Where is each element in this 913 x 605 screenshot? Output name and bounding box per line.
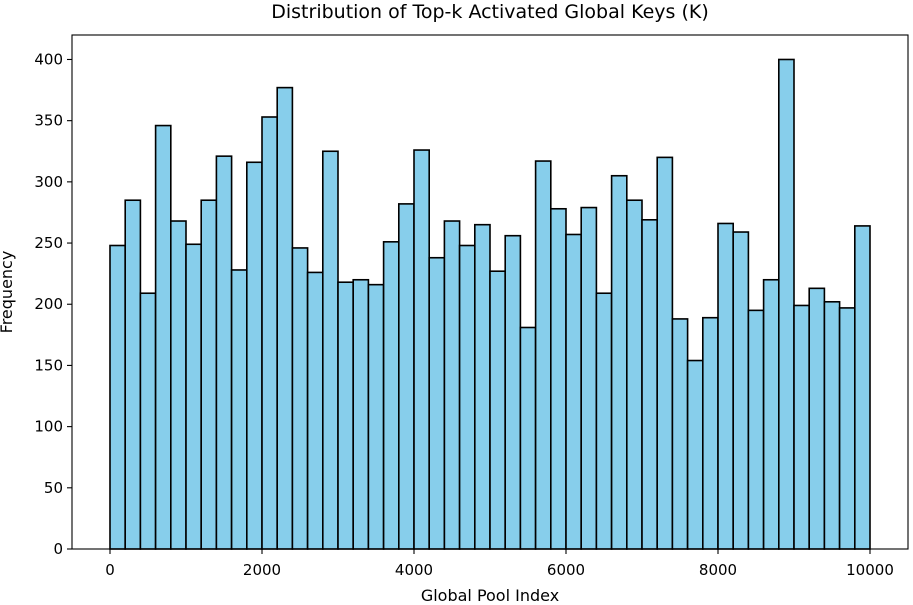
y-tick-label: 350 [34, 112, 63, 130]
histogram-bar [762, 278, 780, 550]
histogram-bar [504, 234, 522, 550]
y-tick-label: 50 [44, 479, 63, 497]
histogram-bar [246, 161, 263, 550]
y-axis-label: Frequency [0, 251, 16, 334]
histogram-bar [686, 359, 704, 550]
x-axis-label: Global Pool Index [421, 586, 559, 605]
histogram-bar [777, 58, 795, 550]
bars-layer [109, 58, 871, 550]
histogram-bar [549, 207, 567, 550]
histogram-bar [382, 241, 400, 550]
x-tick-label: 0 [105, 561, 115, 579]
histogram-bar [656, 156, 674, 550]
plot-frame [71, 34, 909, 550]
histogram-bar [170, 220, 187, 550]
histogram-bar [124, 199, 142, 550]
histogram-bar [230, 269, 248, 550]
ticks-layer: 0 2000 4000 6000 8000 10000 0 50 100 150 200 250 300… [34, 50, 894, 579]
histogram-bar [565, 233, 582, 550]
histogram-bar [823, 300, 841, 550]
y-tick-label: 400 [34, 50, 63, 68]
histogram-bar [306, 271, 324, 550]
histogram-bar [109, 244, 126, 550]
y-tick-label: 200 [34, 295, 63, 313]
histogram-bar [808, 287, 826, 550]
histogram-bar [185, 243, 202, 550]
histogram-bar [413, 149, 430, 550]
chart-title: Distribution of Top-k Activated Global K… [271, 1, 708, 23]
histogram-bar [641, 219, 658, 550]
histogram-bar [458, 244, 476, 550]
histogram-bar [625, 199, 643, 550]
histogram-bar [701, 316, 719, 550]
histogram-bar [200, 199, 218, 550]
histogram-bar [276, 86, 294, 550]
histogram-bar [321, 150, 339, 550]
histogram-bar [154, 124, 172, 550]
histogram-bar [747, 309, 765, 550]
histogram-bar [519, 326, 537, 550]
histogram-bar [793, 304, 810, 550]
histogram-bar [473, 223, 491, 550]
histogram-bar [428, 256, 446, 550]
histogram-bar [291, 247, 309, 550]
histogram-bar [337, 281, 354, 550]
y-tick-label: 100 [34, 418, 63, 436]
histogram-bar [838, 307, 856, 550]
histogram-bar [489, 270, 506, 550]
histogram-bar [853, 225, 871, 550]
y-tick-label: 300 [34, 173, 63, 191]
y-tick-label: 250 [34, 234, 63, 252]
x-tick-label: 8000 [699, 561, 737, 579]
x-tick-label: 4000 [395, 561, 433, 579]
histogram-bar [671, 318, 689, 550]
histogram-bar [352, 278, 370, 550]
x-tick-label: 2000 [243, 561, 281, 579]
y-tick-label: 150 [34, 356, 63, 374]
histogram-bar [595, 292, 613, 550]
histogram-bar [580, 206, 598, 550]
x-tick-label: 10000 [846, 561, 894, 579]
x-tick-label: 6000 [547, 561, 585, 579]
histogram-bar [610, 174, 628, 550]
histogram-bar [139, 292, 157, 550]
histogram-bar [397, 203, 415, 550]
y-tick-label: 0 [53, 540, 63, 558]
histogram-bar [215, 155, 233, 550]
histogram-bar [367, 283, 385, 550]
histogram-bar [261, 116, 278, 550]
histogram-bar [443, 220, 461, 550]
histogram-bar [717, 222, 734, 550]
histogram-bar [534, 160, 552, 550]
histogram-bar [732, 231, 750, 550]
